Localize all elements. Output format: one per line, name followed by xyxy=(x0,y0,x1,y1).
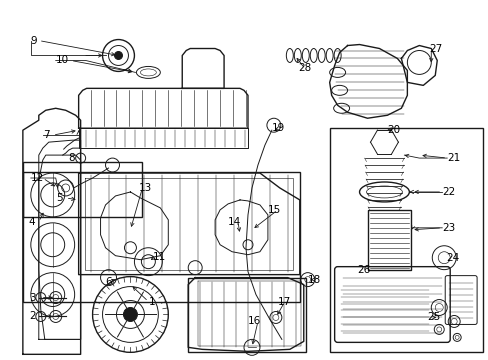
Text: 21: 21 xyxy=(447,153,460,163)
Text: 4: 4 xyxy=(29,217,36,227)
Text: 5: 5 xyxy=(56,193,62,203)
Bar xyxy=(329,128,482,352)
Text: 10: 10 xyxy=(56,55,69,66)
Text: 27: 27 xyxy=(428,44,442,54)
Text: 1: 1 xyxy=(148,297,155,306)
Text: 22: 22 xyxy=(441,187,454,197)
Text: 8: 8 xyxy=(68,153,75,163)
Text: 24: 24 xyxy=(446,253,459,263)
Text: 2: 2 xyxy=(29,311,36,321)
Circle shape xyxy=(114,51,122,59)
Text: 9: 9 xyxy=(31,36,38,46)
Text: 19: 19 xyxy=(271,123,285,133)
Text: 18: 18 xyxy=(307,275,320,285)
Bar xyxy=(23,162,142,217)
Text: 6: 6 xyxy=(105,276,112,287)
Bar xyxy=(188,278,305,352)
Text: 11: 11 xyxy=(152,252,165,262)
Text: 26: 26 xyxy=(357,265,370,275)
Circle shape xyxy=(123,307,137,321)
Text: 15: 15 xyxy=(267,205,281,215)
Text: 28: 28 xyxy=(297,63,310,73)
Text: 23: 23 xyxy=(441,223,454,233)
Text: 3: 3 xyxy=(29,293,36,302)
Text: 17: 17 xyxy=(277,297,290,306)
Bar xyxy=(367,210,410,270)
Bar xyxy=(23,172,299,302)
Text: 13: 13 xyxy=(138,183,151,193)
Text: 16: 16 xyxy=(247,316,261,327)
Text: 7: 7 xyxy=(42,130,49,140)
Text: 12: 12 xyxy=(31,173,44,183)
Text: 14: 14 xyxy=(227,217,241,227)
Text: 20: 20 xyxy=(386,125,400,135)
Text: 25: 25 xyxy=(427,312,440,323)
